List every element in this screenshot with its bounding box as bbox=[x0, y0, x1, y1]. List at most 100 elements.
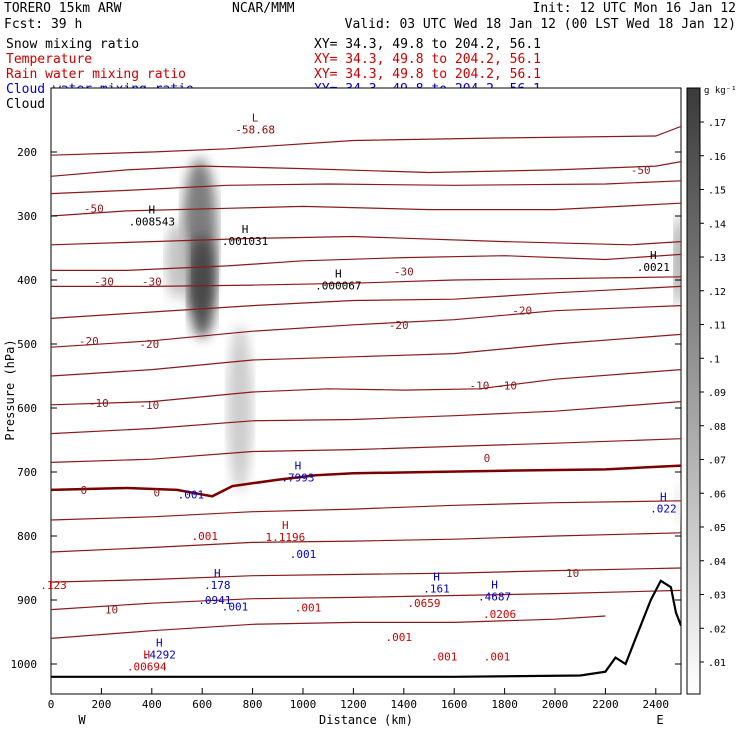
extremum-letter: H bbox=[660, 490, 667, 503]
x-tick-label: 200 bbox=[91, 698, 111, 711]
isotherm-label: -20 bbox=[512, 305, 532, 318]
contour-label: .001 bbox=[295, 602, 322, 615]
colorbar-label: .05 bbox=[708, 523, 726, 534]
extremum-letter: H bbox=[143, 648, 150, 661]
isotherm-label: 0 bbox=[154, 486, 161, 499]
contour-label: .0659 bbox=[407, 597, 440, 610]
y-tick-label: 700 bbox=[17, 466, 37, 479]
extremum-value: -58.68 bbox=[235, 124, 275, 137]
x-tick-label: 2200 bbox=[592, 698, 619, 711]
field-section: XY= 34.3, 49.8 to 204.2, 56.1 bbox=[314, 52, 541, 67]
contour-label: .001 bbox=[178, 488, 205, 501]
extremum-value: .000067 bbox=[315, 280, 361, 293]
forecast-hour: Fcst: 39 h bbox=[4, 17, 82, 32]
colorbar-label: .03 bbox=[708, 591, 726, 602]
extremum-letter: H bbox=[242, 223, 249, 236]
contour-label: .001 bbox=[222, 600, 249, 613]
field-name: Temperature bbox=[6, 52, 92, 67]
colorbar-label: .14 bbox=[708, 219, 726, 230]
extremum-value: .001031 bbox=[222, 235, 268, 248]
snow-shade bbox=[673, 216, 681, 306]
x-tick-label: 1400 bbox=[391, 698, 418, 711]
extremum-value: .008543 bbox=[129, 216, 175, 229]
x-tick-label: 1000 bbox=[290, 698, 317, 711]
colorbar-label: .15 bbox=[708, 186, 726, 197]
snow-shade bbox=[227, 324, 253, 492]
extremum-letter: H bbox=[491, 579, 498, 592]
colorbar-unit: g kg⁻¹ bbox=[704, 86, 737, 96]
isotherm-label: -50 bbox=[84, 202, 104, 215]
extremum-value: .0021 bbox=[637, 261, 670, 274]
y-tick-label: 500 bbox=[17, 338, 37, 351]
snow-shading bbox=[165, 158, 681, 524]
y-tick-label: 300 bbox=[17, 210, 37, 223]
isotherm-label: 0 bbox=[484, 452, 491, 465]
extremum-value: .4687 bbox=[478, 591, 511, 604]
isotherm bbox=[51, 276, 681, 287]
extremum-value: .7993 bbox=[281, 472, 314, 485]
contour-label: .0941 bbox=[198, 594, 231, 607]
y-tick-label: 600 bbox=[17, 402, 37, 415]
extremum-letter: H bbox=[650, 249, 657, 262]
isotherm-label: -30 bbox=[142, 275, 162, 288]
isotherm-label: -20 bbox=[139, 338, 159, 351]
extremum-letter: H bbox=[335, 268, 342, 281]
isotherm bbox=[51, 500, 681, 521]
extremum-letter: H bbox=[433, 570, 440, 583]
y-tick-label: 400 bbox=[17, 274, 37, 287]
colorbar-label: .16 bbox=[708, 152, 726, 163]
colorbar-ramp bbox=[686, 87, 701, 695]
extremum-value: .00694 bbox=[127, 660, 167, 673]
isotherm bbox=[51, 305, 681, 348]
colorbar-label: .04 bbox=[708, 557, 726, 568]
y-axis-label: Pressure (hPa) bbox=[3, 339, 17, 440]
header: TORERO 15km ARW NCAR/MMM Init: 12 UTC Mo… bbox=[4, 1, 736, 32]
extremum-letter: L bbox=[252, 112, 259, 125]
isotherm bbox=[51, 464, 681, 498]
isotherm bbox=[51, 438, 681, 463]
temperature-contours bbox=[51, 125, 681, 639]
colorbar-label: .12 bbox=[708, 287, 726, 298]
extremum-value: .123 bbox=[40, 579, 67, 592]
x-tick-label: 600 bbox=[192, 698, 212, 711]
colorbar: g kg⁻¹ .01 .02 .03 .04 .05 .06 .07 .08 .09 .1 .11.… bbox=[686, 86, 737, 695]
isotherm-label: -30 bbox=[94, 275, 114, 288]
x-tick-label: 2400 bbox=[643, 698, 670, 711]
isotherm bbox=[51, 333, 681, 377]
contour-label: .001 bbox=[386, 631, 413, 644]
colorbar-label: .08 bbox=[708, 422, 726, 433]
field-name: Snow mixing ratio bbox=[6, 37, 139, 52]
y-tick-label: 900 bbox=[17, 594, 37, 607]
x-tick-label: 1200 bbox=[340, 698, 367, 711]
isotherm-label: 10 bbox=[105, 604, 118, 617]
isotherm bbox=[51, 615, 606, 639]
isotherm-label: -10 bbox=[497, 380, 517, 393]
isotherm-label: -50 bbox=[631, 164, 651, 177]
extremum-letter: H bbox=[156, 636, 163, 649]
terrain bbox=[51, 579, 681, 678]
snow-shade bbox=[165, 222, 189, 300]
isotherm bbox=[51, 253, 681, 271]
extremum-value: .178 bbox=[204, 579, 231, 592]
isotherm bbox=[51, 161, 681, 177]
field-name: Rain water mixing ratio bbox=[6, 67, 186, 82]
colorbar-label: .07 bbox=[708, 456, 726, 467]
isotherm-label: -20 bbox=[389, 319, 409, 332]
x-axis-right-label: E bbox=[656, 713, 663, 727]
contour-label: .0206 bbox=[483, 608, 516, 621]
extremum-letter: H bbox=[295, 460, 302, 473]
isotherm-label: -30 bbox=[394, 266, 414, 279]
isotherm-label: -10 bbox=[139, 399, 159, 412]
isotherm-label: -20 bbox=[79, 335, 99, 348]
center-title: NCAR/MMM bbox=[232, 1, 295, 16]
x-axis-label: Distance (km) bbox=[319, 713, 413, 727]
colorbar-label: .1 bbox=[708, 354, 720, 365]
terrain-line bbox=[51, 579, 681, 678]
colorbar-label: .17 bbox=[708, 118, 726, 129]
contour-label: .001 bbox=[191, 530, 218, 543]
extremum-value: 1.1196 bbox=[265, 531, 305, 544]
isotherm-label: -10 bbox=[89, 397, 109, 410]
minor-labels: .001 .001 .001 .001 .001 .001 .001 .0659 .0206 .0… bbox=[178, 488, 517, 663]
